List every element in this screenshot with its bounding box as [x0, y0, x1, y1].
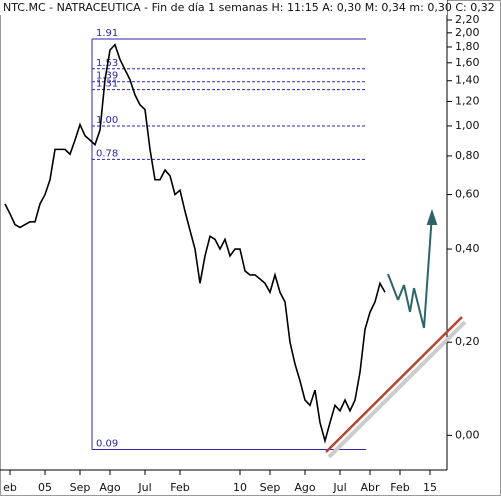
x-tick-label: 05	[38, 481, 52, 494]
x-tick-label: 10	[233, 481, 247, 494]
arrow	[409, 287, 415, 313]
projection-arrows	[387, 208, 438, 329]
y-tick-label: 1,60	[455, 56, 480, 69]
x-tick-label: Abr	[360, 481, 380, 494]
title-bg	[0, 0, 447, 15]
price-line	[4, 43, 386, 444]
y-tick-label: 0,60	[455, 188, 480, 201]
fib-label: 0.78	[96, 148, 118, 159]
arrow	[413, 287, 425, 329]
arrow	[423, 213, 433, 329]
y-tick-label: 0,40	[455, 242, 480, 255]
fib-label: 1.31	[96, 79, 118, 90]
y-tick-label: 2,00	[455, 26, 480, 39]
y-tick-label: 0,20	[455, 335, 480, 348]
y-tick-label: 2,20	[455, 13, 480, 26]
trendline	[325, 316, 463, 453]
fib-label: 0.09	[96, 438, 118, 449]
y-tick-label: 0,80	[455, 149, 480, 162]
y-tick-label: 1,40	[455, 74, 480, 87]
trendline-shadow	[327, 320, 467, 459]
x-tick-label: eb	[3, 481, 17, 494]
arrow	[387, 273, 399, 301]
x-tick-label: Feb	[390, 481, 409, 494]
x-tick-label: Sep	[260, 481, 281, 494]
y-tick-label: 1,00	[455, 119, 480, 132]
fib-label: 1.39	[96, 71, 118, 82]
x-tick-label: Ago	[294, 481, 316, 494]
fib-label: 1.00	[96, 115, 118, 126]
arrowhead	[426, 208, 438, 225]
y-tick-label: 1,80	[455, 40, 480, 53]
x-tick-label: Feb	[170, 481, 189, 494]
x-tick-label: 15	[423, 481, 437, 494]
arrow	[403, 284, 411, 313]
arrow	[397, 284, 405, 301]
y-tick-label: 0,00	[455, 428, 480, 441]
chart-title: NTC.MC - NATRACEUTICA - Fin de día 1 sem…	[3, 1, 495, 14]
fib-label: 1.91	[96, 28, 118, 39]
plot	[4, 43, 386, 444]
x-tick-label: Sep	[70, 481, 91, 494]
x-tick-label: Jul	[332, 481, 346, 494]
x-tick-label: Ago	[99, 481, 121, 494]
y-tick-label: 1,20	[455, 94, 480, 107]
x-tick-label: Jul	[137, 481, 151, 494]
